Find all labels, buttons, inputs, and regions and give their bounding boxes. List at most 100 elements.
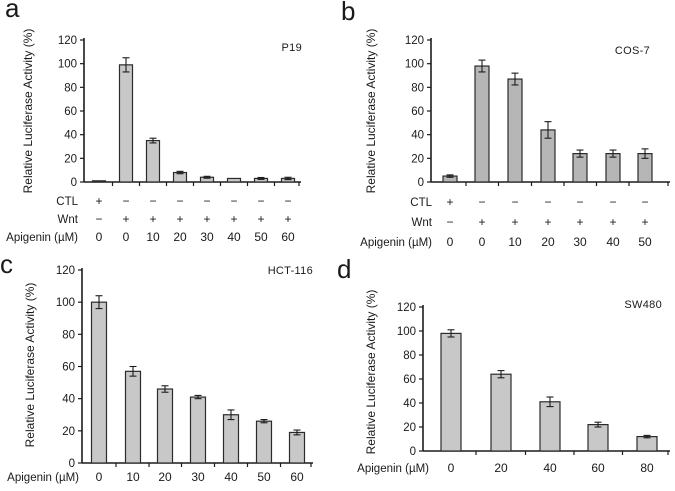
row-value: − — [203, 194, 210, 208]
y-tick-label: 20 — [411, 153, 424, 165]
bar — [255, 420, 273, 464]
row-value: − — [478, 195, 485, 209]
bar — [507, 78, 523, 183]
y-tick-label: 0 — [410, 446, 416, 458]
bar — [156, 388, 174, 464]
row-value: 30 — [200, 230, 214, 244]
row-value: 40 — [227, 230, 241, 244]
row-label: Apigenin (µM) — [6, 232, 78, 244]
row-value: − — [641, 195, 648, 209]
y-tick-label: 0 — [71, 177, 77, 189]
y-tick-label: 20 — [62, 426, 75, 438]
row-value: 50 — [638, 235, 652, 249]
bar — [226, 177, 242, 183]
y-tick-label: 40 — [403, 398, 416, 410]
row-value: − — [176, 194, 183, 208]
row-value: 20 — [494, 461, 508, 475]
bar — [90, 301, 108, 464]
row-label: Apigenin (µM) — [360, 237, 432, 249]
row-value: 50 — [254, 230, 268, 244]
y-tick-label: 100 — [405, 59, 424, 71]
y-tick-label: 120 — [56, 265, 75, 277]
row-value: + — [609, 215, 616, 229]
y-tick-label: 120 — [58, 35, 77, 47]
bar — [490, 373, 512, 452]
bar — [189, 396, 207, 464]
row-value: + — [257, 212, 264, 226]
row-value: + — [203, 212, 210, 226]
y-tick-label: 20 — [403, 422, 416, 434]
row-value: + — [176, 212, 183, 226]
row-value: 60 — [591, 461, 605, 475]
y-axis-title: Relative Luciferase Activity (%) — [364, 29, 378, 194]
panel-b: 0 20 40 60 80 100 120 CTL + − − − − − − Wnt − + + + + + + Apige… — [337, 0, 675, 249]
row-value: 60 — [281, 230, 295, 244]
bar — [572, 153, 588, 183]
y-tick-label: 0 — [418, 177, 424, 189]
y-tick-label: 60 — [403, 374, 416, 386]
row-value: 10 — [126, 470, 140, 484]
bar — [91, 180, 107, 183]
bar — [118, 64, 134, 183]
y-tick-label: 20 — [64, 153, 77, 165]
row-value: − — [122, 194, 129, 208]
bar — [474, 65, 490, 183]
row-value: + — [122, 212, 129, 226]
row-value: + — [284, 212, 291, 226]
y-tick-label: 40 — [62, 394, 75, 406]
y-tick-label: 120 — [397, 302, 416, 314]
row-value: − — [230, 194, 237, 208]
panel-letter-b: b — [341, 0, 356, 26]
y-tick-label: 40 — [411, 130, 424, 142]
row-value: 40 — [224, 470, 238, 484]
row-value: 0 — [448, 461, 455, 475]
y-tick-label: 80 — [411, 82, 424, 94]
row-label: Apigenin (µM) — [357, 463, 429, 475]
row-value: − — [544, 195, 551, 209]
chart-c-luciferase-bar-chart: 0 20 40 60 80 100 120 Apigenin (µM) 0 10 20 30 40 50 6… — [7, 265, 313, 484]
y-tick-label: 80 — [403, 350, 416, 362]
row-value: − — [95, 212, 102, 226]
row-value: − — [609, 195, 616, 209]
panel-letter-d: d — [337, 254, 352, 284]
row-label: Apigenin (µM) — [7, 472, 79, 484]
row-value: 0 — [96, 470, 103, 484]
row-value: 0 — [479, 235, 486, 249]
row-value: 40 — [606, 235, 620, 249]
y-tick-label: 40 — [64, 130, 77, 142]
bar — [145, 139, 161, 183]
row-value: − — [149, 194, 156, 208]
y-tick-label: 120 — [405, 35, 424, 47]
y-axis-title: Relative Luciferase Activity (%) — [364, 290, 378, 455]
row-value: 30 — [573, 235, 587, 249]
y-tick-label: 100 — [397, 326, 416, 338]
row-value: 10 — [508, 235, 522, 249]
row-value: 80 — [640, 461, 654, 475]
row-value: 20 — [541, 235, 555, 249]
cell-line-label-sw480: SW480 — [624, 299, 662, 311]
bar — [124, 370, 142, 464]
y-tick-label: 80 — [62, 329, 75, 341]
row-value: + — [544, 215, 551, 229]
row-value: 40 — [543, 461, 557, 475]
y-axis-title: Relative Luciferase Activity (%) — [23, 283, 37, 448]
panel-letter-c: c — [0, 249, 13, 279]
panel-d: 0 20 40 60 80 100 120 Apigenin (µM) 0 20 40 60 80 Rel… — [337, 247, 675, 491]
y-tick-label: 100 — [56, 297, 75, 309]
bar — [539, 401, 561, 452]
row-label: CTL — [56, 196, 78, 208]
cell-line-label-hct116: HCT-116 — [267, 265, 313, 277]
row-value: 30 — [191, 470, 205, 484]
row-value: 0 — [447, 235, 454, 249]
y-tick-label: 60 — [411, 106, 424, 118]
row-value: + — [230, 212, 237, 226]
y-tick-label: 60 — [62, 362, 75, 374]
row-label: Wnt — [412, 217, 433, 229]
row-label: CTL — [410, 197, 432, 209]
row-value: + — [511, 215, 518, 229]
row-value: − — [284, 194, 291, 208]
row-value: 0 — [96, 230, 103, 244]
bar — [440, 332, 462, 452]
